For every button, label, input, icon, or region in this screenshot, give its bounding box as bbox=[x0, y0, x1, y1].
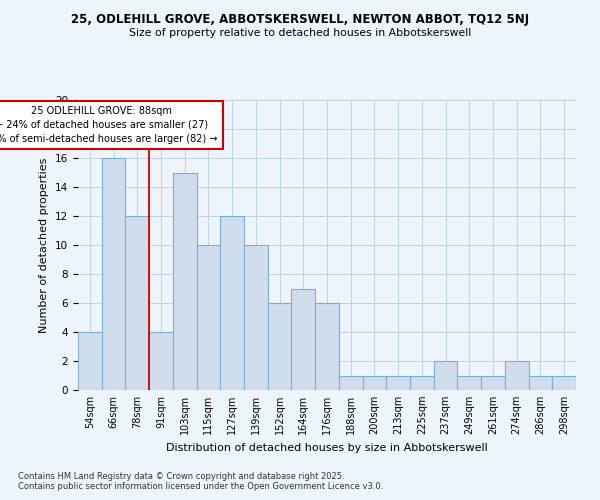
Bar bbox=[339, 376, 362, 390]
Bar bbox=[552, 376, 576, 390]
Bar bbox=[125, 216, 149, 390]
Bar bbox=[529, 376, 552, 390]
Text: Size of property relative to detached houses in Abbotskerswell: Size of property relative to detached ho… bbox=[129, 28, 471, 38]
Bar bbox=[292, 288, 315, 390]
Bar bbox=[481, 376, 505, 390]
Bar bbox=[102, 158, 125, 390]
Bar bbox=[410, 376, 434, 390]
Bar bbox=[149, 332, 173, 390]
Bar bbox=[505, 361, 529, 390]
Bar bbox=[220, 216, 244, 390]
Bar bbox=[362, 376, 386, 390]
Bar bbox=[244, 245, 268, 390]
Bar bbox=[78, 332, 102, 390]
Bar bbox=[434, 361, 457, 390]
Text: 25, ODLEHILL GROVE, ABBOTSKERSWELL, NEWTON ABBOT, TQ12 5NJ: 25, ODLEHILL GROVE, ABBOTSKERSWELL, NEWT… bbox=[71, 12, 529, 26]
Bar bbox=[457, 376, 481, 390]
Bar bbox=[197, 245, 220, 390]
Bar bbox=[386, 376, 410, 390]
Bar bbox=[315, 303, 339, 390]
X-axis label: Distribution of detached houses by size in Abbotskerswell: Distribution of detached houses by size … bbox=[166, 442, 488, 452]
Bar bbox=[173, 172, 197, 390]
Text: 25 ODLEHILL GROVE: 88sqm
← 24% of detached houses are smaller (27)
74% of semi-d: 25 ODLEHILL GROVE: 88sqm ← 24% of detach… bbox=[0, 106, 218, 144]
Bar bbox=[268, 303, 292, 390]
Text: Contains HM Land Registry data © Crown copyright and database right 2025.: Contains HM Land Registry data © Crown c… bbox=[18, 472, 344, 481]
Y-axis label: Number of detached properties: Number of detached properties bbox=[40, 158, 49, 332]
Text: Contains public sector information licensed under the Open Government Licence v3: Contains public sector information licen… bbox=[18, 482, 383, 491]
